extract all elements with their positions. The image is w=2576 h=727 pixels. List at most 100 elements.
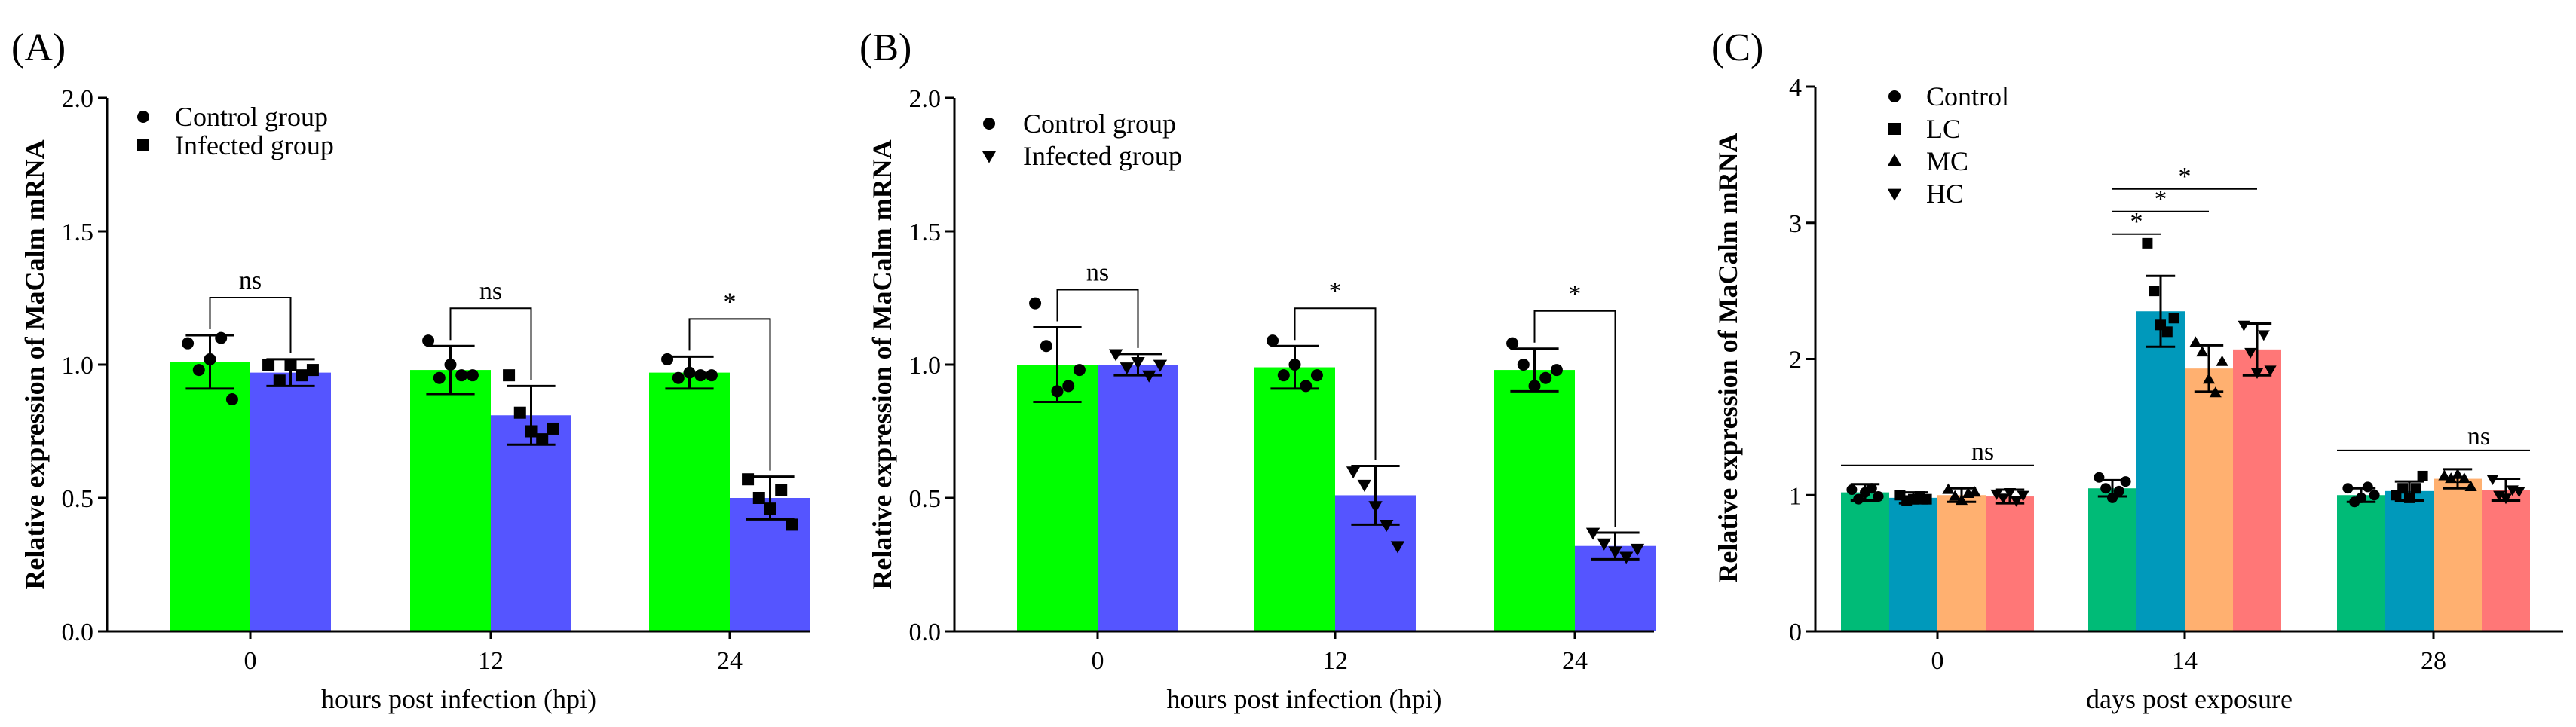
- legend-label: Control group: [175, 102, 328, 132]
- data-point: [1597, 538, 1611, 551]
- y-axis-title: Relative expression of MaCalm mRNA: [867, 139, 897, 589]
- data-point: [1955, 494, 1968, 506]
- data-point: [1619, 551, 1634, 564]
- data-point: [1853, 493, 1864, 505]
- y-tick-label: 0.5: [62, 485, 94, 513]
- data-point: [2238, 320, 2250, 331]
- data-point: [2189, 336, 2202, 347]
- data-point: [1073, 364, 1086, 377]
- data-point: [182, 337, 195, 350]
- legend-marker: [1887, 154, 1902, 166]
- data-point: [2486, 474, 2499, 485]
- bar: [1937, 495, 1986, 631]
- data-point: [2017, 490, 2029, 502]
- data-point: [1267, 334, 1279, 347]
- panel-label: (B): [859, 26, 911, 69]
- data-point: [2257, 330, 2270, 341]
- x-tick-label: 0: [1092, 647, 1104, 675]
- data-point: [1942, 483, 1955, 494]
- data-point: [1368, 501, 1383, 514]
- data-point: [2149, 286, 2160, 297]
- data-point: [1288, 359, 1301, 371]
- data-point: [513, 406, 526, 419]
- bar: [1889, 497, 1937, 631]
- data-point: [433, 371, 446, 384]
- data-point: [2216, 355, 2228, 366]
- y-tick-label: 0.0: [909, 619, 942, 646]
- legend-label: LC: [1926, 114, 1961, 144]
- bar: [410, 370, 491, 631]
- bar: [2482, 490, 2530, 631]
- legend-label: MC: [1926, 146, 1968, 176]
- data-point: [2342, 483, 2354, 494]
- chart-panel-b: (B) Relative expression of MaCalm mRNA 0 12…: [859, 26, 1656, 714]
- legend-label: Infected group: [175, 130, 334, 160]
- data-point: [2202, 373, 2216, 384]
- data-point: [1153, 359, 1168, 372]
- bar: [1986, 496, 2034, 631]
- data-point: [1051, 385, 1064, 398]
- data-point: [2003, 488, 2017, 499]
- data-point: [2094, 472, 2105, 483]
- data-point: [2107, 492, 2118, 503]
- data-point: [2356, 492, 2366, 503]
- bar: [649, 372, 730, 631]
- y-axis-title: Relative expression of MaCalm mRNA: [20, 139, 50, 589]
- data-point: [1029, 297, 1042, 310]
- significance-label: ns: [239, 267, 262, 295]
- data-point: [1040, 340, 1052, 353]
- legend-marker: [1888, 123, 1901, 135]
- data-point: [1997, 493, 2010, 505]
- legend-label: Infected group: [1023, 141, 1182, 171]
- data-point: [2250, 368, 2264, 379]
- data-point: [2362, 481, 2373, 493]
- legend-label: Control: [1926, 81, 2009, 111]
- y-tick-label: 1.0: [909, 352, 942, 380]
- y-tick-label: 4: [1789, 74, 1802, 102]
- y-tick-label: 1.0: [62, 352, 94, 380]
- significance-label: *: [1329, 277, 1342, 305]
- data-point: [2397, 483, 2409, 494]
- bar: [1841, 492, 1889, 631]
- data-point: [661, 353, 674, 365]
- data-point: [742, 473, 755, 486]
- data-point: [2168, 313, 2179, 324]
- panel-label: (C): [1711, 26, 1763, 69]
- bar: [1017, 365, 1098, 631]
- legend-marker: [1888, 90, 1901, 102]
- data-point: [2464, 481, 2477, 492]
- data-point: [225, 393, 238, 406]
- bar: [2088, 488, 2136, 631]
- x-axis-title: hours post infection (hpi): [321, 684, 596, 714]
- data-point: [2404, 492, 2415, 503]
- bar: [1098, 365, 1178, 631]
- bar: [170, 362, 250, 631]
- y-tick-label: 0.5: [909, 485, 942, 513]
- chart-panel-a: (A) Relative expression of MaCalm mRNA 0 12…: [11, 26, 810, 714]
- bar: [1254, 367, 1335, 631]
- data-point: [672, 371, 685, 384]
- data-point: [2513, 487, 2525, 498]
- data-point: [1131, 357, 1145, 370]
- data-point: [1277, 369, 1290, 382]
- legend-marker: [982, 151, 997, 163]
- data-point: [1873, 491, 1884, 502]
- significance-label: ns: [1971, 438, 1994, 466]
- legend-marker: [1887, 188, 1902, 201]
- x-tick-label: 24: [1562, 647, 1588, 675]
- legend-label: HC: [1926, 179, 1964, 209]
- data-point: [2499, 493, 2513, 505]
- data-point: [1142, 370, 1156, 383]
- data-point: [1585, 527, 1600, 540]
- data-point: [1921, 493, 1932, 505]
- significance-bracket: [1533, 310, 1616, 527]
- data-point: [547, 422, 559, 435]
- data-point: [775, 484, 788, 496]
- bar: [2385, 490, 2434, 631]
- legend-label: Control group: [1023, 108, 1176, 139]
- significance-label: *: [1569, 280, 1582, 308]
